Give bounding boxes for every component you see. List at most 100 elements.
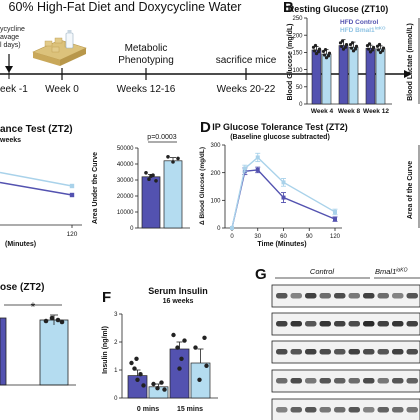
timeline-title: 60% High-Fat Diet and Doxycycline Water: [9, 0, 242, 14]
data-point: [350, 41, 355, 45]
data-point: [59, 319, 65, 325]
blot-band: [305, 349, 317, 355]
bar-hfd-bmal1: [375, 48, 386, 105]
y-tick-label: 10000: [117, 210, 134, 216]
data-point: [376, 48, 381, 52]
blot-band: [363, 293, 375, 299]
data-point: [368, 50, 373, 54]
significance-star: *: [31, 300, 36, 314]
timeline-note-line-1: ycycline: [0, 26, 25, 33]
panel-d: D IP Glucose Tolerance Test (ZT2) (Basel…: [199, 119, 420, 248]
blot-band: [348, 321, 360, 327]
blot-strip: [271, 284, 420, 308]
y-tick-label: 40000: [117, 162, 134, 168]
timeline-note-line-3: l days): [0, 42, 21, 49]
blot-band: [363, 349, 375, 355]
data-point: [134, 356, 139, 361]
data-point: [155, 386, 160, 391]
blot-band: [377, 293, 389, 299]
panel-e-title: ose (ZT2): [0, 282, 44, 293]
panel-b: B Resting Glucose (ZT10) Blood Glucose (…: [283, 0, 420, 115]
series-line-bmal1: [0, 171, 73, 187]
y-tick-label: 20000: [117, 194, 134, 200]
panel-b-title: Resting Glucose (ZT10): [288, 4, 389, 14]
auc-marks: [141, 155, 183, 229]
blot-band: [276, 407, 288, 413]
bar-hfd-control: [141, 176, 161, 229]
panel-d-axes: 0 100 200 300 0 30 60 90 120: [210, 143, 342, 240]
blot-band: [363, 378, 375, 384]
panel-g-letter: G: [255, 266, 267, 283]
bar-hfd-control: [0, 317, 7, 386]
blot-band: [276, 378, 288, 384]
data-point: [197, 377, 202, 382]
blot-band: [406, 349, 418, 355]
x-tick-label: Week 4: [311, 108, 334, 115]
marker-bmal1: [255, 155, 260, 160]
data-point: [147, 177, 151, 181]
panel-d-ylabel: Δ Blood Glucose (mg/dL): [199, 147, 206, 225]
panel-f: F Serum Insulin 16 weeks Insulin (ng/ml)…: [102, 286, 218, 413]
marker-control: [281, 195, 286, 200]
data-point: [340, 39, 345, 43]
x-tick-label: 90: [306, 234, 313, 240]
timeline-phenotyping-label-2: Phenotyping: [118, 55, 174, 66]
bar-hfd-control: [338, 45, 349, 105]
panel-a-timeline: 60% High-Fat Diet and Doxycycline Water …: [0, 0, 412, 95]
blot-band: [319, 407, 331, 413]
data-point: [339, 44, 344, 49]
y-tick-label: 0: [217, 226, 221, 232]
pvalue-label: p=0.0003: [147, 134, 176, 141]
y-tick-label: 200: [210, 171, 221, 177]
timeline-week-minus1: eek -1: [0, 84, 28, 95]
panel-f-marks: [127, 332, 211, 399]
blot-band: [319, 293, 331, 299]
timeline-phenotyping-label-1: Metabolic: [125, 43, 168, 54]
blot-band: [406, 407, 418, 413]
y-tick-label: 2: [114, 340, 118, 346]
blot-band: [363, 407, 375, 413]
panel-f-ylabel: Insulin (ng/ml): [102, 326, 109, 374]
blot-band: [334, 349, 346, 355]
blot-band: [377, 407, 389, 413]
western-blot-image: [271, 284, 420, 420]
data-point: [175, 345, 180, 350]
marker-bmal1: [242, 166, 247, 171]
data-point: [341, 47, 346, 51]
panel-g: G Control Bmal1iαKO: [255, 266, 420, 420]
data-point: [129, 360, 134, 366]
panel-d-marks: [230, 152, 338, 230]
data-point: [317, 47, 322, 51]
bar-hfd-bmal1: [163, 160, 183, 229]
y-tick-label: 3: [114, 312, 118, 318]
bar-hfd-bmal1: [321, 53, 332, 105]
data-point: [149, 174, 153, 178]
blot-band: [363, 321, 375, 327]
panel-f-subtitle: 16 weeks: [163, 298, 194, 305]
blot-band: [305, 321, 317, 327]
data-point: [141, 383, 146, 388]
panel-b-marks: [311, 39, 386, 105]
x-tick-label: 30: [254, 234, 261, 240]
water-bottle-icon: [65, 30, 74, 49]
panel-d-xlabel: Time (Minutes): [257, 241, 306, 248]
data-point: [371, 45, 376, 49]
y-tick-label: 200: [292, 33, 303, 39]
timeline-sacrifice-label: sacrifice mice: [216, 55, 277, 66]
panel-c: ance Test (ZT2) weeks 120 (Minutes): [0, 124, 82, 248]
blot-band: [392, 293, 404, 299]
blot-band: [406, 293, 418, 299]
blot-strip: [271, 369, 420, 393]
panel-c-title: ance Test (ZT2): [0, 124, 73, 135]
timeline-arrow-head: [5, 66, 13, 73]
x-tick-label: 120: [330, 234, 341, 240]
y-tick-label: 300: [210, 143, 221, 149]
blot-band: [377, 349, 389, 355]
blot-band: [348, 407, 360, 413]
panel-d-subtitle: (Baseline glucose subtracted): [230, 134, 330, 141]
marker-control: [255, 167, 260, 172]
y-tick-label: 100: [210, 199, 221, 205]
data-point: [162, 387, 167, 392]
data-point: [193, 345, 198, 350]
y-tick-label: 50: [296, 85, 303, 91]
